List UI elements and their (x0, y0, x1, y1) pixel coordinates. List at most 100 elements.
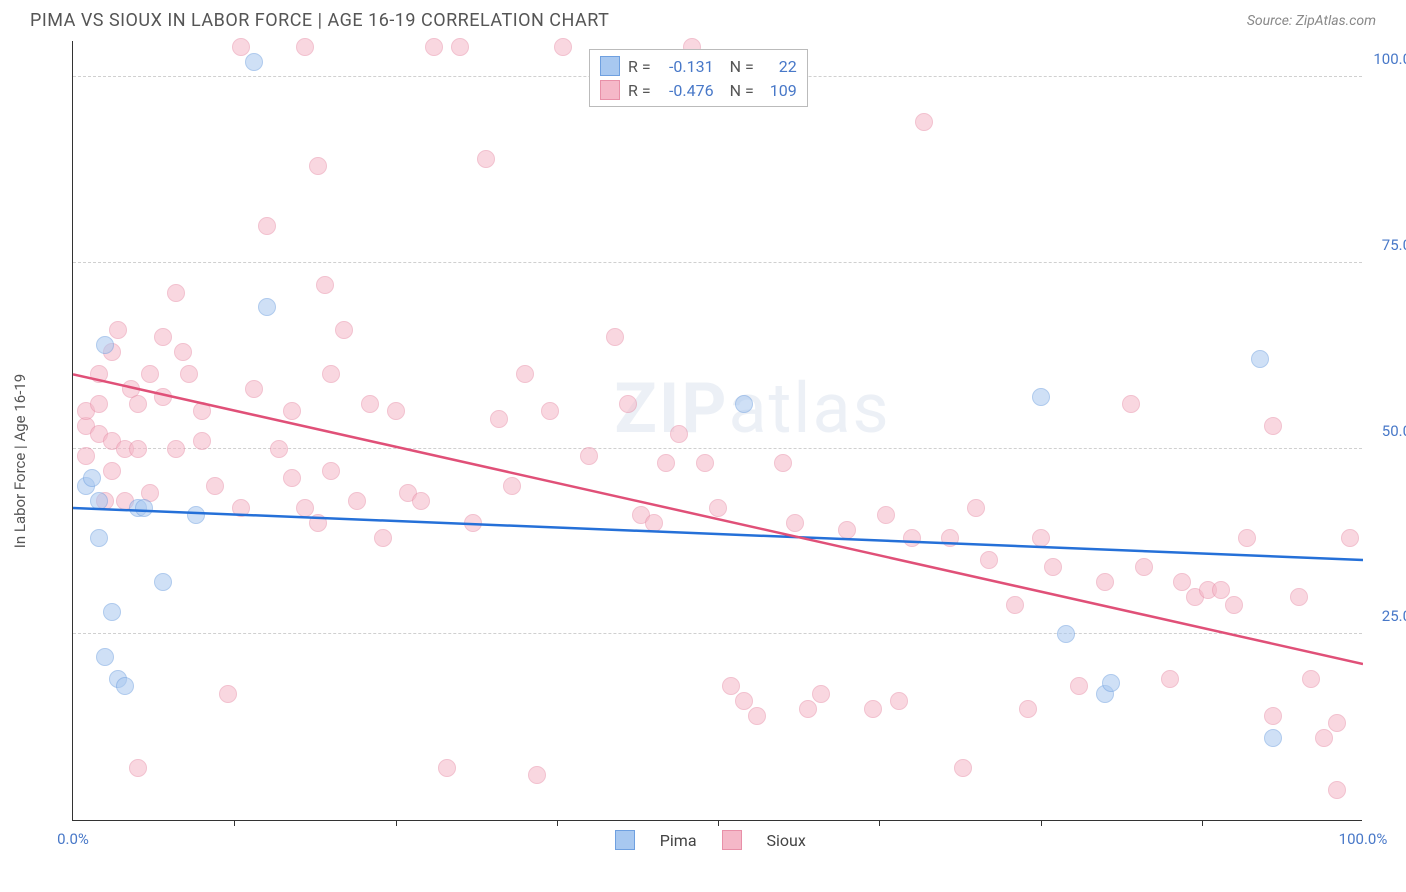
sioux-point (335, 321, 353, 339)
sioux-point (696, 454, 714, 472)
sioux-point (270, 440, 288, 458)
sioux-point (670, 425, 688, 443)
sioux-point (77, 447, 95, 465)
sioux-point (1264, 707, 1282, 725)
r-value: -0.131 (659, 57, 714, 76)
sioux-point (1341, 529, 1359, 547)
sioux-point (877, 506, 895, 524)
sioux-point (786, 514, 804, 532)
legend: PimaSioux (615, 830, 806, 850)
pima-point (1264, 729, 1282, 747)
stats-row: R =-0.131N =22 (600, 54, 797, 78)
sioux-point (309, 514, 327, 532)
sioux-point (1328, 781, 1346, 799)
stats-box: R =-0.131N =22R =-0.476N =109 (589, 49, 808, 107)
sioux-point (915, 113, 933, 131)
sioux-point (348, 492, 366, 510)
sioux-point (129, 440, 147, 458)
sioux-point (464, 514, 482, 532)
sioux-point (954, 759, 972, 777)
sioux-point (451, 38, 469, 56)
x-tick (1202, 820, 1203, 826)
sioux-point (1173, 573, 1191, 591)
sioux-point (316, 276, 334, 294)
sioux-point (709, 499, 727, 517)
legend-label: Pima (660, 831, 697, 850)
sioux-point (232, 499, 250, 517)
pima-point (103, 603, 121, 621)
x-tick (557, 820, 558, 826)
sioux-point (554, 38, 572, 56)
sioux-point (980, 551, 998, 569)
sioux-point (206, 477, 224, 495)
pima-point (1102, 674, 1120, 692)
sioux-swatch (600, 80, 620, 100)
sioux-point (129, 759, 147, 777)
sioux-point (129, 395, 147, 413)
pima-point (1251, 350, 1269, 368)
x-tick (396, 820, 397, 826)
pima-legend-swatch (615, 830, 635, 850)
sioux-point (1238, 529, 1256, 547)
sioux-point (193, 432, 211, 450)
sioux-point (412, 492, 430, 510)
sioux-point (799, 700, 817, 718)
pima-point (154, 573, 172, 591)
sioux-point (477, 150, 495, 168)
sioux-point (245, 380, 263, 398)
sioux-point (657, 454, 675, 472)
x-tick (234, 820, 235, 826)
sioux-point (606, 328, 624, 346)
sioux-point (90, 365, 108, 383)
n-label: N = (730, 81, 754, 100)
x-tick-label: 0.0% (57, 830, 89, 848)
pima-point (83, 469, 101, 487)
pima-point (96, 648, 114, 666)
source-label: Source: ZipAtlas.com (1247, 13, 1376, 29)
sioux-point (580, 447, 598, 465)
sioux-point (1212, 581, 1230, 599)
sioux-legend-swatch (722, 830, 742, 850)
sioux-point (232, 38, 250, 56)
sioux-point (141, 365, 159, 383)
y-axis-label: In Labor Force | Age 16-19 (11, 374, 29, 548)
y-tick-label: 100.0% (1373, 50, 1406, 68)
pima-point (116, 677, 134, 695)
sioux-point (748, 707, 766, 725)
sioux-point (167, 440, 185, 458)
pima-point (90, 529, 108, 547)
gridline (73, 262, 1362, 263)
sioux-point (154, 388, 172, 406)
pima-point (96, 336, 114, 354)
sioux-point (1161, 670, 1179, 688)
sioux-line (73, 374, 1363, 664)
sioux-point (1302, 670, 1320, 688)
pima-point (1032, 388, 1050, 406)
sioux-point (528, 766, 546, 784)
pima-point (245, 53, 263, 71)
sioux-point (296, 38, 314, 56)
sioux-point (283, 402, 301, 420)
sioux-point (735, 692, 753, 710)
sioux-point (1135, 558, 1153, 576)
gridline (73, 633, 1362, 634)
sioux-point (941, 529, 959, 547)
sioux-point (438, 759, 456, 777)
sioux-point (1328, 714, 1346, 732)
sioux-point (864, 700, 882, 718)
r-label: R = (628, 57, 651, 76)
x-tick (1041, 820, 1042, 826)
sioux-point (619, 395, 637, 413)
r-value: -0.476 (659, 81, 714, 100)
plot-area: ZIPatlas 25.0%50.0%75.0%100.0%0.0%100.0%… (72, 41, 1362, 821)
sioux-point (645, 514, 663, 532)
pima-point (1057, 625, 1075, 643)
sioux-point (541, 402, 559, 420)
sioux-point (322, 365, 340, 383)
sioux-point (812, 685, 830, 703)
sioux-point (103, 462, 121, 480)
pima-point (735, 395, 753, 413)
chart-title: PIMA VS SIOUX IN LABOR FORCE | AGE 16-19… (30, 10, 609, 31)
sioux-point (387, 402, 405, 420)
sioux-point (109, 321, 127, 339)
